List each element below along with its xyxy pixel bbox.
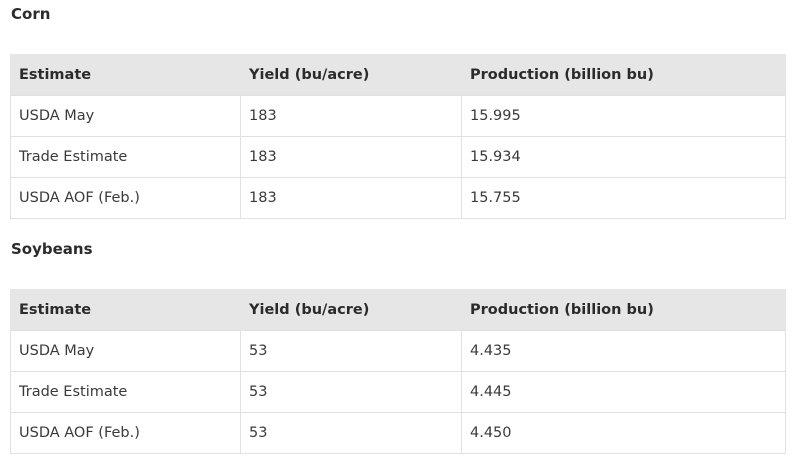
table-row: USDA AOF (Feb.) 53 4.450 <box>10 412 786 454</box>
cell-production: 15.934 <box>461 136 786 178</box>
table-row: Trade Estimate 53 4.445 <box>10 371 786 413</box>
corn-table: Estimate Yield (bu/acre) Production (bil… <box>10 54 786 219</box>
table-row: USDA May 183 15.995 <box>10 95 786 137</box>
column-header-production: Production (billion bu) <box>461 289 786 331</box>
table-row: USDA May 53 4.435 <box>10 330 786 372</box>
cell-production: 4.435 <box>461 330 786 372</box>
cell-estimate: USDA May <box>10 95 241 137</box>
table-row: USDA AOF (Feb.) 183 15.755 <box>10 177 786 219</box>
cell-yield: 53 <box>240 412 462 454</box>
cell-yield: 183 <box>240 136 462 178</box>
column-header-estimate: Estimate <box>10 289 241 331</box>
table-row: Trade Estimate 183 15.934 <box>10 136 786 178</box>
table-header-row: Estimate Yield (bu/acre) Production (bil… <box>10 289 786 331</box>
table-header-row: Estimate Yield (bu/acre) Production (bil… <box>10 54 786 96</box>
column-header-yield: Yield (bu/acre) <box>240 54 462 96</box>
corn-section-title: Corn <box>11 5 51 23</box>
cell-production: 15.755 <box>461 177 786 219</box>
cell-estimate: USDA AOF (Feb.) <box>10 177 241 219</box>
cell-yield: 53 <box>240 371 462 413</box>
cell-estimate: USDA AOF (Feb.) <box>10 412 241 454</box>
column-header-estimate: Estimate <box>10 54 241 96</box>
cell-yield: 183 <box>240 177 462 219</box>
column-header-production: Production (billion bu) <box>461 54 786 96</box>
cell-estimate: Trade Estimate <box>10 371 241 413</box>
column-header-yield: Yield (bu/acre) <box>240 289 462 331</box>
cell-estimate: USDA May <box>10 330 241 372</box>
cell-estimate: Trade Estimate <box>10 136 241 178</box>
cell-yield: 183 <box>240 95 462 137</box>
soybeans-table: Estimate Yield (bu/acre) Production (bil… <box>10 289 786 454</box>
cell-production: 15.995 <box>461 95 786 137</box>
cell-yield: 53 <box>240 330 462 372</box>
soybeans-section-title: Soybeans <box>11 240 93 258</box>
cell-production: 4.450 <box>461 412 786 454</box>
cell-production: 4.445 <box>461 371 786 413</box>
